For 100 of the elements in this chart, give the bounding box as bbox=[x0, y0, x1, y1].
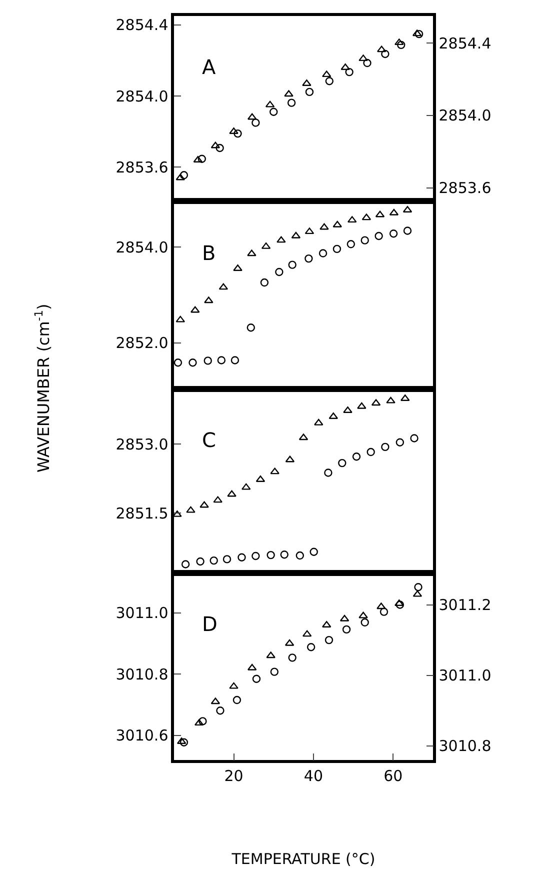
point bbox=[176, 316, 186, 322]
point bbox=[324, 636, 334, 644]
point bbox=[180, 171, 188, 180]
annotation: D bbox=[202, 612, 218, 636]
point bbox=[180, 738, 188, 746]
point bbox=[284, 90, 294, 97]
y2-tick-label: 3011.0 bbox=[438, 666, 492, 685]
point bbox=[213, 496, 222, 503]
point bbox=[227, 490, 236, 497]
point bbox=[396, 600, 404, 609]
point bbox=[332, 220, 342, 228]
point bbox=[210, 142, 220, 148]
point bbox=[287, 98, 296, 107]
point bbox=[394, 38, 404, 46]
point bbox=[414, 583, 422, 592]
point bbox=[304, 254, 313, 263]
point bbox=[247, 113, 257, 120]
y-tick-label: 2851.5 bbox=[116, 504, 168, 522]
annotation: B bbox=[202, 241, 216, 265]
y2-tick-label: 2854.0 bbox=[438, 106, 492, 125]
point bbox=[238, 553, 246, 562]
point bbox=[403, 226, 412, 235]
x-tick-label: 20 bbox=[224, 766, 244, 785]
point bbox=[260, 278, 269, 287]
point bbox=[332, 244, 342, 254]
point bbox=[396, 438, 404, 446]
point bbox=[322, 70, 332, 78]
y-tick-label: 3010.6 bbox=[116, 726, 168, 745]
point bbox=[216, 144, 224, 152]
point bbox=[232, 696, 242, 704]
y-tick-label: 2853.0 bbox=[116, 435, 168, 454]
point bbox=[358, 612, 368, 618]
point bbox=[380, 608, 388, 616]
point bbox=[230, 356, 240, 364]
point bbox=[389, 230, 398, 238]
y-tick-label: 2854.0 bbox=[116, 238, 168, 256]
y2-tick-label: 3011.2 bbox=[438, 596, 492, 614]
point bbox=[198, 154, 206, 163]
point bbox=[362, 214, 372, 220]
point bbox=[234, 129, 242, 138]
point bbox=[280, 550, 288, 559]
point bbox=[210, 698, 220, 704]
y-tick-label: 2854.4 bbox=[116, 16, 168, 34]
point bbox=[352, 452, 361, 461]
point bbox=[389, 208, 399, 216]
point bbox=[320, 223, 329, 230]
point bbox=[296, 551, 304, 560]
point bbox=[376, 602, 386, 610]
point bbox=[412, 590, 422, 597]
point bbox=[376, 46, 386, 52]
y-tick-label: 3010.8 bbox=[116, 665, 168, 684]
point bbox=[188, 358, 197, 367]
point bbox=[210, 556, 218, 565]
y-tick-label: 2852.0 bbox=[116, 334, 168, 352]
point bbox=[360, 236, 369, 244]
y2-tick-label: 2853.6 bbox=[438, 179, 492, 198]
point bbox=[241, 483, 251, 490]
point bbox=[284, 639, 294, 646]
point bbox=[229, 682, 238, 689]
point bbox=[324, 468, 332, 477]
x-tick-label: 40 bbox=[304, 766, 324, 785]
point bbox=[276, 236, 286, 243]
point bbox=[358, 54, 368, 62]
point bbox=[314, 418, 324, 426]
point bbox=[381, 442, 390, 452]
point bbox=[196, 557, 204, 566]
point bbox=[288, 260, 296, 269]
point bbox=[366, 448, 375, 456]
point bbox=[266, 652, 276, 658]
point bbox=[270, 108, 278, 116]
point bbox=[193, 156, 203, 162]
point bbox=[285, 456, 295, 462]
point bbox=[410, 434, 418, 442]
y-tick-label: 2854.0 bbox=[116, 87, 168, 106]
point bbox=[400, 394, 410, 402]
point bbox=[216, 706, 224, 715]
point bbox=[347, 216, 357, 223]
point bbox=[275, 268, 284, 276]
point bbox=[198, 717, 207, 726]
point bbox=[217, 356, 226, 364]
point bbox=[190, 306, 200, 313]
point bbox=[346, 240, 356, 248]
point bbox=[291, 232, 301, 238]
y2-tick-label: 3010.8 bbox=[438, 737, 492, 756]
point bbox=[204, 296, 214, 304]
annotation: A bbox=[202, 55, 216, 79]
x-tick-label: 60 bbox=[384, 766, 403, 785]
y2-tick-label: 2854.4 bbox=[438, 34, 492, 52]
point bbox=[252, 118, 260, 127]
point bbox=[247, 250, 256, 256]
point bbox=[200, 501, 209, 508]
point bbox=[222, 555, 232, 564]
point bbox=[412, 30, 422, 36]
point bbox=[252, 674, 261, 683]
annotation: C bbox=[202, 428, 216, 452]
point bbox=[305, 88, 314, 96]
point bbox=[360, 618, 369, 626]
point bbox=[397, 40, 406, 50]
point bbox=[345, 68, 354, 76]
point bbox=[261, 242, 271, 249]
